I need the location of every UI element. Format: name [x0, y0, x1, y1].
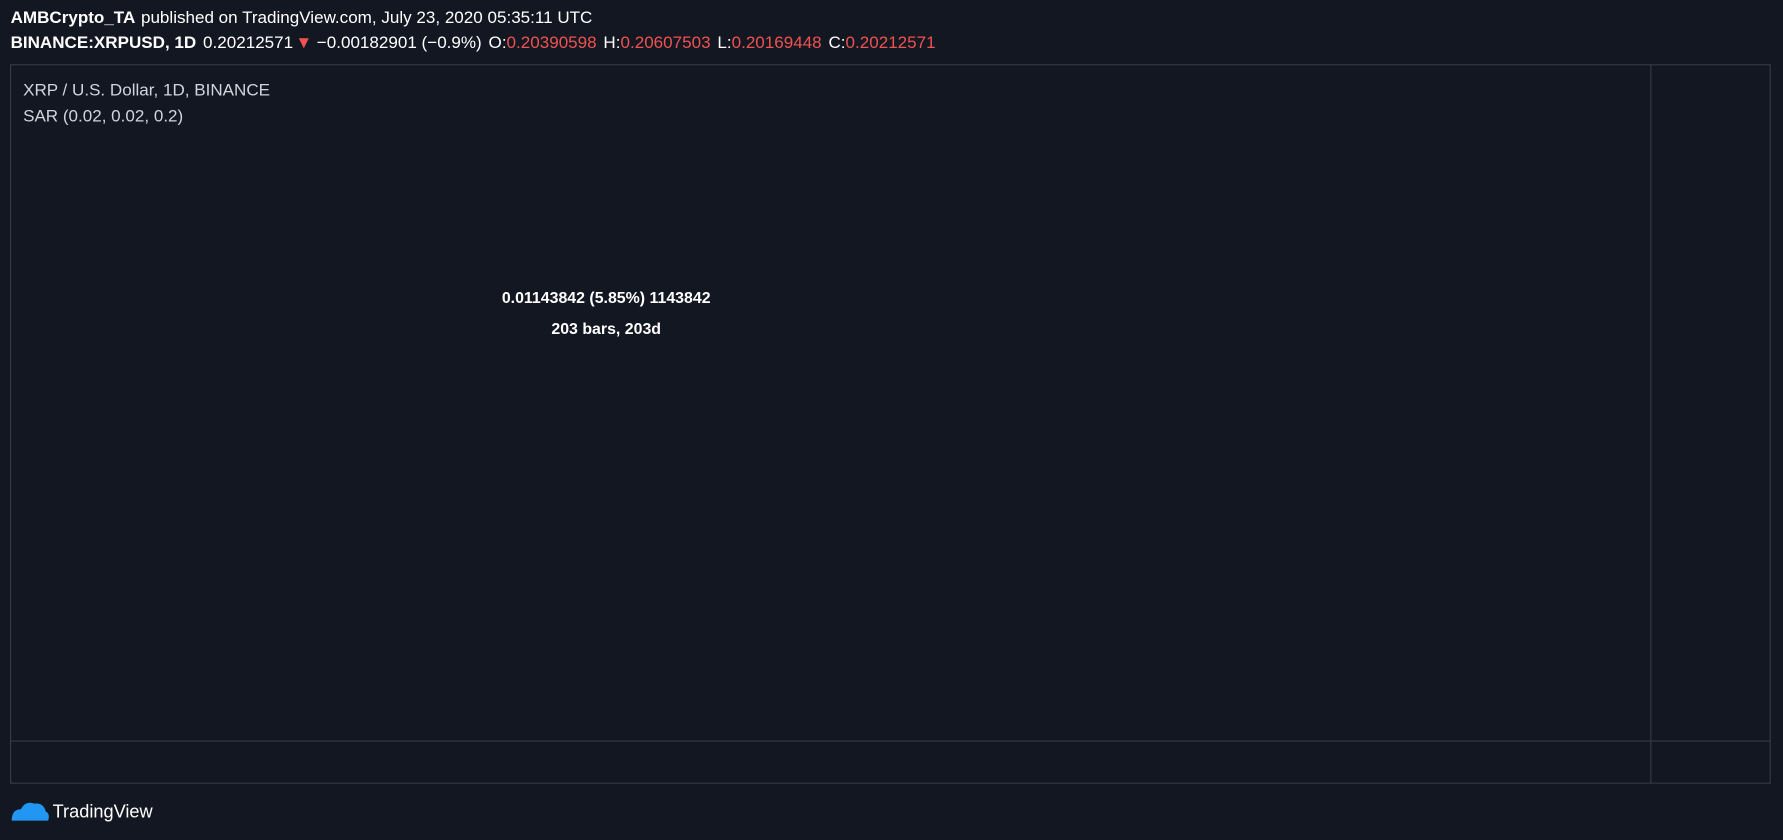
last-price: 0.20212571	[203, 33, 293, 52]
measure-label: 0.01143842 (5.85%) 1143842	[502, 290, 711, 307]
symbol: BINANCE:XRPUSD, 1D	[11, 33, 197, 52]
close-label: C:	[828, 33, 845, 52]
low-value: 0.20169448	[732, 33, 822, 52]
chart-title: XRP / U.S. Dollar, 1D, BINANCE	[23, 80, 270, 99]
arrow: ▼	[295, 33, 312, 52]
chart-frame	[10, 64, 1771, 784]
author: AMBCrypto_TA	[11, 8, 136, 27]
logo-icon	[11, 802, 49, 821]
open-value: 0.20390598	[507, 33, 597, 52]
header-line-2: BINANCE:XRPUSD, 1D 0.20212571 ▼ −0.00182901…	[11, 33, 936, 52]
open-label: O:	[489, 33, 507, 52]
tradingview-logo: TradingView	[11, 802, 154, 822]
published: published on TradingView.com, July 23, 2…	[141, 8, 592, 27]
close-value: 0.20212571	[846, 33, 936, 52]
header-line-1: AMBCrypto_TA published on TradingView.com…	[11, 8, 593, 27]
high-value: 0.20607503	[621, 33, 711, 52]
measure-label: 203 bars, 203d	[551, 321, 661, 338]
low-label: L:	[717, 33, 731, 52]
logo-text: TradingView	[53, 802, 154, 822]
change: −0.00182901 (−0.9%)	[317, 33, 482, 52]
high-label: H:	[603, 33, 620, 52]
indicator-legend: SAR (0.02, 0.02, 0.2)	[23, 107, 183, 126]
